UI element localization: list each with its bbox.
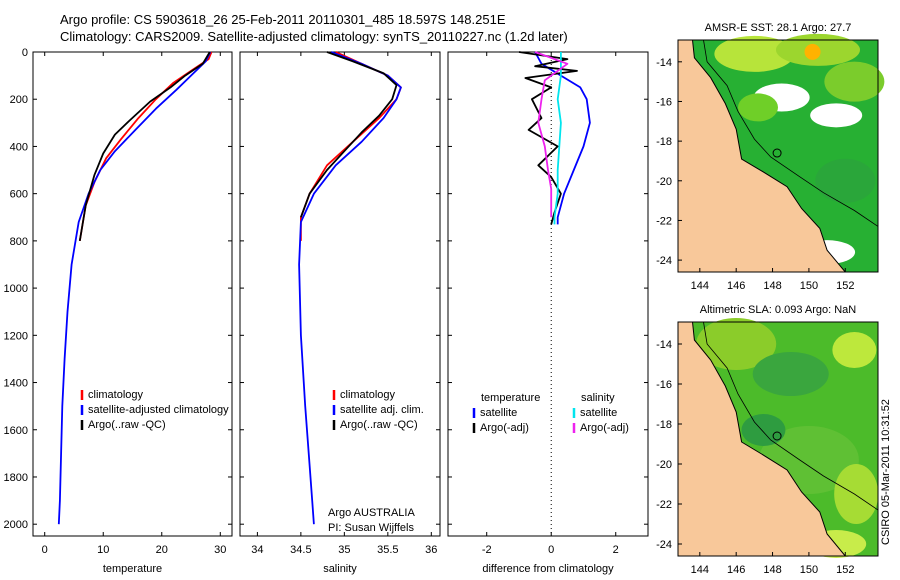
series-line xyxy=(300,51,398,218)
y-tick-label: 0 xyxy=(22,47,28,59)
x-axis-label: temperature xyxy=(103,563,162,575)
legend-label: Argo(-adj) xyxy=(580,422,629,434)
map-field-patch xyxy=(810,103,863,128)
map-y-tick-label: -20 xyxy=(656,176,672,188)
map-y-tick-label: -22 xyxy=(656,215,672,227)
map-frame xyxy=(677,39,879,273)
plot-frame-temperature xyxy=(32,51,233,537)
argo-float-marker xyxy=(772,148,782,158)
map-field-patch xyxy=(738,93,778,122)
y-tick-label: 1800 xyxy=(4,472,28,484)
depth-contour xyxy=(703,321,879,511)
y-tick-label: 400 xyxy=(10,141,28,153)
map-y-tick-label: -16 xyxy=(656,379,672,391)
map-y-tick-label: -18 xyxy=(656,419,672,431)
map-field-patch xyxy=(824,61,885,102)
map-y-tick-label: -24 xyxy=(656,539,672,551)
x-axis-label: salinity xyxy=(323,563,357,575)
series-line xyxy=(534,51,569,218)
header-line-2: Climatology: CARS2009. Satellite-adjuste… xyxy=(60,29,568,44)
y-tick-label: 1200 xyxy=(4,330,28,342)
csiro-timestamp: CSIRO 05-Mar-2011 10:31:52 xyxy=(880,399,892,545)
map-x-tick-label: 144 xyxy=(691,564,709,576)
map-x-tick-label: 152 xyxy=(836,280,854,292)
legend-header: salinity xyxy=(581,392,615,404)
map-y-tick-label: -14 xyxy=(656,57,672,69)
x-tick-label: 10 xyxy=(97,544,109,556)
map-field-patch xyxy=(834,464,879,524)
y-tick-label: 1000 xyxy=(4,283,28,295)
x-tick-label: 20 xyxy=(156,544,168,556)
map-x-tick-label: 152 xyxy=(836,564,854,576)
map-field-patch xyxy=(741,414,786,446)
x-tick-label: 35.5 xyxy=(377,544,398,556)
map-field-patch xyxy=(815,158,876,203)
plot-frame-salinity xyxy=(239,51,441,537)
x-tick-label: 0 xyxy=(42,544,48,556)
land-mass xyxy=(677,321,847,557)
y-tick-label: 2000 xyxy=(4,519,28,531)
map-x-tick-label: 144 xyxy=(691,280,709,292)
map-y-tick-label: -20 xyxy=(656,459,672,471)
map-title: AMSR-E SST: 28.1 Argo: 27.7 xyxy=(705,22,852,34)
series-line xyxy=(553,52,562,225)
x-tick-label: 35 xyxy=(338,544,350,556)
plot-frame-difference xyxy=(447,51,649,537)
map-y-tick-label: -18 xyxy=(656,136,672,148)
legend-label: Argo(..raw -QC) xyxy=(88,419,166,431)
x-tick-label: 36 xyxy=(425,544,437,556)
y-tick-label: 1400 xyxy=(4,378,28,390)
map-x-tick-label: 146 xyxy=(727,564,745,576)
series-line xyxy=(299,51,402,241)
map-y-tick-label: -22 xyxy=(656,499,672,511)
map-y-tick-label: -14 xyxy=(656,339,672,351)
legend-label: satellite adj. clim. xyxy=(340,404,424,416)
legend-label: Argo(..raw -QC) xyxy=(340,419,418,431)
x-axis-label: difference from climatology xyxy=(482,563,614,575)
map-x-tick-label: 150 xyxy=(800,280,818,292)
series-line xyxy=(534,51,591,225)
annotation-line: Argo AUSTRALIA xyxy=(328,507,415,519)
legend-label: satellite xyxy=(580,407,617,419)
y-tick-label: 600 xyxy=(10,189,28,201)
x-tick-label: 2 xyxy=(613,544,619,556)
header-line-1: Argo profile: CS 5903618_26 25-Feb-2011 … xyxy=(60,12,506,27)
x-tick-label: 0 xyxy=(548,544,554,556)
series-line xyxy=(298,51,402,525)
legend-label: satellite-adjusted climatology xyxy=(88,404,229,416)
map-field-patch xyxy=(752,352,829,396)
series-line xyxy=(78,51,213,242)
y-tick-label: 800 xyxy=(10,236,28,248)
legend-label: Argo(-adj) xyxy=(480,422,529,434)
legend-header: temperature xyxy=(481,392,540,404)
map-title: Altimetric SLA: 0.093 Argo: NaN xyxy=(700,304,857,316)
map-field-patch xyxy=(832,332,877,368)
land-mass xyxy=(677,39,847,273)
legend-label: satellite xyxy=(480,407,517,419)
map-y-tick-label: -24 xyxy=(656,255,672,267)
map-x-tick-label: 146 xyxy=(727,280,745,292)
map-y-tick-label: -16 xyxy=(656,96,672,108)
depth-contour xyxy=(703,39,879,227)
map-x-tick-label: 150 xyxy=(800,564,818,576)
x-tick-label: 30 xyxy=(214,544,226,556)
x-tick-label: -2 xyxy=(482,544,492,556)
map-field-patch xyxy=(804,43,821,60)
map-x-tick-label: 148 xyxy=(763,564,781,576)
map-x-tick-label: 148 xyxy=(763,280,781,292)
series-line xyxy=(78,51,211,242)
annotation-line: PI: Susan Wijffels xyxy=(328,522,414,534)
map-field-patch xyxy=(714,35,795,72)
argo-float-marker xyxy=(772,431,782,441)
x-tick-label: 34.5 xyxy=(290,544,311,556)
map-field-patch xyxy=(696,318,777,370)
map-frame xyxy=(677,321,879,557)
y-tick-label: 1600 xyxy=(4,425,28,437)
y-tick-label: 200 xyxy=(10,94,28,106)
legend-label: climatology xyxy=(88,389,144,401)
legend-label: climatology xyxy=(340,389,396,401)
x-tick-label: 34 xyxy=(251,544,263,556)
